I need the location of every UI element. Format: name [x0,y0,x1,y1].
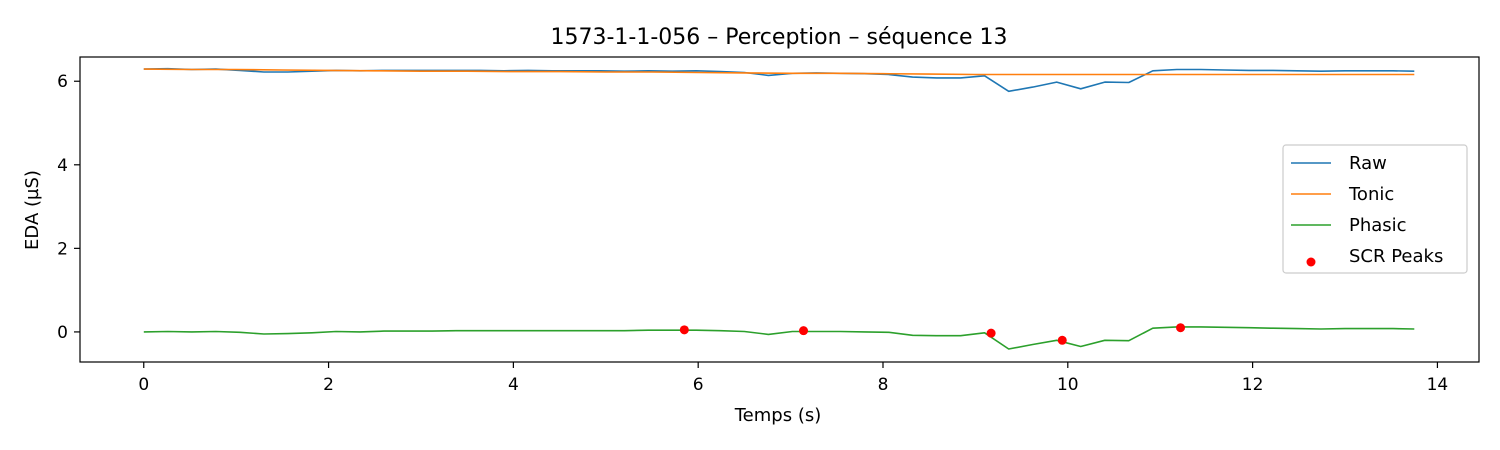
legend-label: Phasic [1349,215,1407,236]
y-tick-label: 0 [57,323,68,343]
x-axis-label: Temps (s) [734,405,822,426]
scr-peak-point [1057,335,1067,345]
legend-swatch [1306,257,1316,267]
y-axis-label: EDA (µS) [22,170,43,250]
scr-peak-point [1176,323,1186,333]
x-tick-label: 12 [1242,375,1264,395]
scr-peak-point [799,326,809,336]
legend-label: Tonic [1348,184,1394,205]
scr-peak-point [986,328,996,338]
y-axis: 0 2 4 6 [57,72,80,343]
legend: Raw Tonic Phasic SCR Peaks [1282,144,1468,274]
scr-peak-point [679,325,689,335]
series-line-tonic [143,68,1415,76]
legend-label: Raw [1349,153,1387,174]
y-tick-label: 4 [57,156,68,176]
x-tick-label: 10 [1057,375,1079,395]
legend-box [1282,144,1468,274]
x-tick-label: 4 [508,375,519,395]
x-tick-label: 6 [693,375,704,395]
x-axis: 0 2 4 6 8 10 12 14 [138,362,1448,395]
y-tick-label: 2 [57,239,68,259]
plot-area [79,56,1480,363]
series-line-phasic [143,326,1415,350]
x-tick-label: 0 [138,375,149,395]
x-tick-label: 14 [1427,375,1449,395]
chart-title: 1573-1-1-056 – Perception – séquence 13 [550,25,1007,50]
y-tick-label: 6 [57,72,68,92]
x-tick-label: 8 [878,375,889,395]
x-tick-label: 2 [323,375,334,395]
plot-frame [79,56,1480,363]
legend-label: SCR Peaks [1349,246,1443,267]
